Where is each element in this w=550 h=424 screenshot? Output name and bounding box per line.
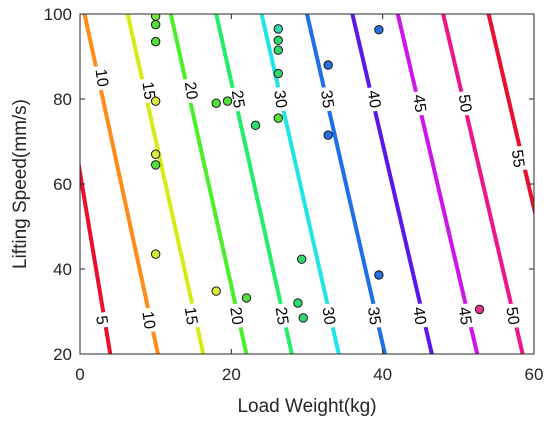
contour-label-30: 30 [269,85,293,113]
contour-label-45: 45 [454,302,478,330]
data-point [150,36,161,47]
contour-label-45: 45 [408,89,433,117]
y-axis-ticks: 20 40 60 80 100 [44,5,534,364]
data-point [222,96,233,106]
contour-label-50: 50 [454,89,478,117]
contour-label-40: 40 [408,302,433,330]
contour-label-text: 25 [272,306,291,326]
x-tick-label: 60 [525,365,544,384]
data-point [323,130,333,140]
x-axis-label: Load Weight(kg) [237,396,376,417]
data-point [293,298,303,308]
contour-line-15 [125,14,206,354]
contour-line-50 [441,14,525,354]
y-axis-label: Lifting Speed(mm/s) [10,99,31,269]
data-point [298,313,308,323]
y-tick-label: 80 [53,90,72,109]
data-point [273,68,283,79]
contour-line-35 [305,14,387,354]
contour-label-text: 20 [226,306,245,326]
y-tick-label: 20 [53,345,72,364]
contour-label-text: 40 [409,306,428,326]
contour-label-text: 45 [455,306,474,326]
contour-label-15: 15 [180,302,204,330]
contour-label-20: 20 [180,77,204,104]
contour-label-10: 10 [138,306,162,334]
x-tick-label: 20 [222,365,241,384]
contour-label-text: 50 [502,306,521,326]
contour-label-30: 30 [318,302,342,330]
contour-label-text: 15 [138,81,157,101]
data-point [273,45,283,55]
data-point [250,120,261,131]
x-tick-label: 0 [75,365,84,384]
data-point [474,304,485,315]
contour-label-text: 50 [455,93,474,113]
contour-line-25 [214,14,294,354]
contour-line-20 [168,14,249,354]
data-point [241,293,252,303]
data-point [273,113,283,123]
contour-label-5: 5 [91,311,114,329]
contour-label-text: 40 [364,89,383,109]
contour-label-text: 35 [317,89,336,109]
contour-line-40 [350,14,434,354]
data-point [211,286,221,296]
contour-label-text: 55 [508,149,527,169]
contour-label-text: 15 [181,306,200,326]
contour-line-30 [259,14,341,354]
y-tick-label: 60 [53,175,72,194]
contour-line-55 [486,14,534,218]
x-axis-ticks: 0 20 40 60 [75,14,543,384]
data-point [150,160,161,170]
contour-label-text: 30 [319,306,338,326]
data-point [150,249,161,259]
data-point [374,270,384,280]
contour-label-text: 45 [409,93,428,113]
data-point [323,60,333,70]
contour-label-55: 55 [507,145,531,172]
contour-label-text: 25 [228,89,247,109]
contour-label-35: 35 [316,85,340,113]
data-point [150,149,161,159]
contour-label-text: 20 [181,81,200,101]
data-point [273,35,283,46]
data-point [297,254,307,264]
contour-label-text: 5 [92,315,110,326]
contour-label-text: 30 [270,89,289,109]
contour-label-10: 10 [91,64,115,92]
contour-label-text: 10 [92,68,111,88]
contour-label-20: 20 [225,302,249,330]
data-point [374,25,384,35]
data-point [273,24,283,34]
contour-line-45 [395,14,480,354]
y-tick-label: 100 [44,5,72,24]
x-tick-label: 40 [373,365,392,384]
contour-label-50: 50 [501,302,526,330]
data-point [211,98,221,108]
data-point [150,14,161,21]
contour-label-35: 35 [363,302,387,330]
contour-label-text: 10 [138,310,157,330]
contour-label-40: 40 [363,85,387,113]
data-point [150,96,161,106]
contour-label-25: 25 [227,85,251,113]
data-point [150,19,161,30]
contour-label-25: 25 [271,302,295,330]
data-points [150,14,485,323]
y-tick-label: 40 [53,260,72,279]
contour-label-text: 35 [364,306,383,326]
